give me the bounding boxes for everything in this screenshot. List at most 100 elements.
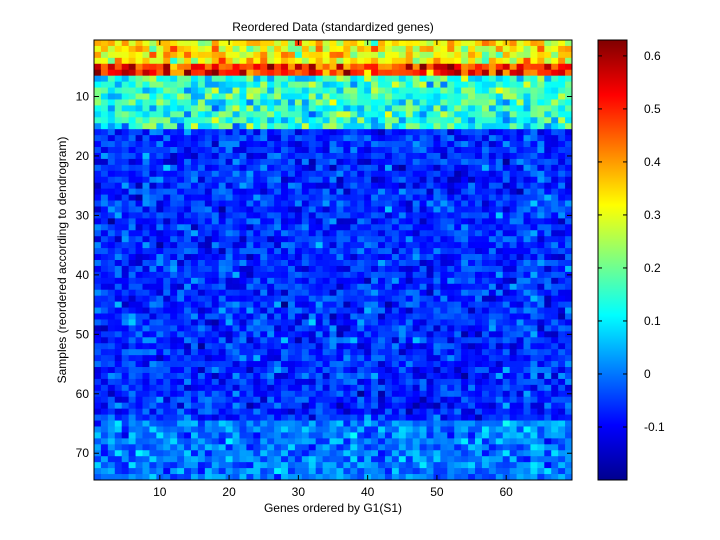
heatmap-cell [121,123,130,130]
heatmap-cell [190,325,199,332]
heatmap-cell [357,152,365,160]
heatmap-cell [440,236,448,243]
heatmap-cell [121,283,130,291]
heatmap-cell [523,402,531,410]
heatmap-cell [128,367,136,374]
heatmap-cell [530,212,538,219]
heatmap-cell [530,63,538,71]
heatmap-cell [530,152,538,160]
heatmap-cell [239,147,247,154]
heatmap-cell [218,319,227,326]
heatmap-cell [100,325,109,332]
heatmap-cell [225,164,233,172]
heatmap-cell [565,378,573,386]
heatmap-cell [364,206,372,213]
heatmap-cell [516,301,524,308]
heatmap-cell [544,147,552,154]
heatmap-cell [461,141,469,148]
heatmap-cell [502,271,511,279]
heatmap-cell [488,51,497,59]
heatmap-cell [440,254,448,261]
heatmap-cell [364,212,372,219]
heatmap-cell [336,372,344,380]
heatmap-cell [225,63,233,71]
heatmap-cell [281,289,289,297]
heatmap-cell [391,355,400,362]
heatmap-cell [218,301,227,308]
heatmap-cell [364,355,372,362]
heatmap-cell [419,331,427,338]
heatmap-cell [204,242,213,249]
heatmap-cell [211,295,220,303]
heatmap-cell [364,248,372,255]
heatmap-cell [405,51,414,59]
heatmap-cell [211,426,220,433]
heatmap-cell [565,277,573,285]
heatmap-cell [509,378,517,386]
heatmap-cell [94,57,102,65]
heatmap-cell [274,355,282,362]
heatmap-cell [495,295,504,303]
heatmap-cell [398,396,407,404]
heatmap-cell [440,349,448,356]
heatmap-cell [329,117,337,124]
heatmap-cell [294,236,303,243]
heatmap-cell [246,283,254,291]
heatmap-cell [447,212,455,219]
heatmap-cell [481,289,490,297]
heatmap-cell [523,420,531,427]
heatmap-cell [350,129,358,136]
heatmap-cell [163,242,171,249]
heatmap-cell [371,188,379,195]
heatmap-cell [475,372,483,380]
heatmap-cell [419,432,427,439]
heatmap-cell [170,414,178,421]
heatmap-cell [544,99,552,106]
heatmap-cell [447,93,455,100]
heatmap-cell [260,218,268,225]
heatmap-cell [440,248,448,255]
heatmap-cell [94,182,102,190]
heatmap-cell [287,307,296,314]
heatmap-cell [502,390,511,398]
heatmap-cell [447,87,455,94]
heatmap-cell [516,147,524,154]
heatmap-cell [301,224,310,231]
heatmap-cell [246,105,254,112]
heatmap-cell [537,248,545,255]
heatmap-cell [558,456,566,463]
heatmap-cell [516,307,524,314]
heatmap-cell [509,93,517,100]
heatmap-cell [530,40,538,47]
heatmap-cell [135,432,143,439]
heatmap-cell [350,420,358,427]
heatmap-cell [163,230,171,237]
heatmap-cell [350,117,358,124]
heatmap-cell [481,271,490,279]
heatmap-cell [170,129,178,136]
heatmap-cell [197,331,206,338]
heatmap-cell [274,123,282,130]
heatmap-cell [433,224,441,231]
heatmap-cell [121,99,130,106]
heatmap-cell [371,396,379,404]
heatmap-cell [287,218,296,225]
heatmap-cell [440,355,448,362]
heatmap-cell [190,307,199,314]
heatmap-cell [433,307,441,314]
heatmap-cell [94,468,102,475]
heatmap-cell [475,444,483,451]
heatmap-cell [294,432,303,439]
heatmap-cell [350,176,358,184]
heatmap-cell [461,182,469,190]
heatmap-cell [405,200,414,207]
heatmap-cell [267,93,275,100]
heatmap-cell [294,158,303,166]
heatmap-cell [398,170,407,178]
heatmap-cell [184,271,192,279]
heatmap-cell [232,182,240,190]
heatmap-cell [274,462,282,469]
heatmap-cell [170,408,178,415]
heatmap-cell [419,99,427,106]
heatmap-cell [246,384,254,392]
